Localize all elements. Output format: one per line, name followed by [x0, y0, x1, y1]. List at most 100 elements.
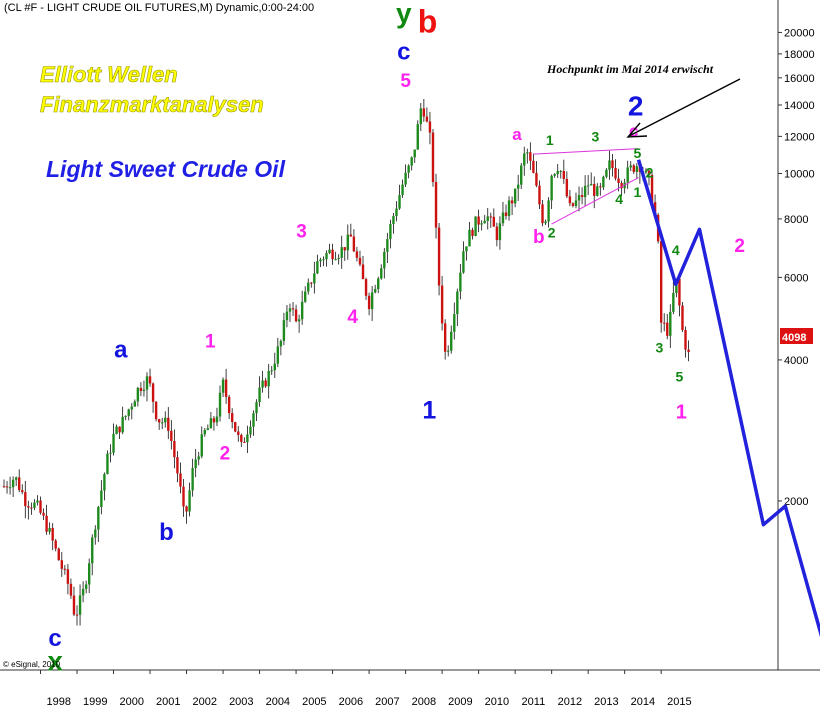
- candle-body: [446, 350, 450, 352]
- candle-body: [234, 422, 237, 432]
- candle-body: [57, 548, 60, 561]
- candle-body: [480, 223, 483, 225]
- candle-body: [541, 204, 544, 224]
- wave-label: 3: [655, 339, 663, 355]
- candle-body: [650, 175, 654, 203]
- candle-body: [459, 272, 462, 292]
- candle-body: [106, 453, 109, 475]
- copyright: © eSignal, 2010: [3, 660, 61, 669]
- candle-body: [437, 227, 441, 286]
- candle-body: [307, 282, 310, 292]
- candle-body: [596, 186, 599, 196]
- candle-body: [87, 563, 91, 585]
- candle-body: [255, 402, 258, 414]
- candle-body: [535, 172, 538, 186]
- candle-body: [434, 182, 438, 228]
- candle-body: [513, 188, 517, 204]
- candle-body: [319, 259, 322, 262]
- candle-body: [644, 170, 648, 173]
- candle-body: [218, 392, 222, 417]
- candle-body: [370, 292, 374, 310]
- y-axis-ticks: 20000 18000 16000 14000 12000 10000 8000 6000 40…: [778, 27, 815, 508]
- y-tick-label: 18000: [784, 49, 815, 61]
- x-axis-ticks: 1998 1999 2000 2001 2002 2003 2004 2005 2006 2007…: [40, 670, 692, 708]
- candle-body: [425, 116, 429, 122]
- candle-body: [678, 278, 681, 306]
- candle-body: [389, 224, 392, 240]
- candle-body: [526, 152, 529, 154]
- x-tick-label: 2004: [266, 696, 290, 708]
- candle-body: [586, 185, 590, 187]
- candle-body: [243, 441, 246, 443]
- candle-body: [529, 152, 532, 161]
- candle-body: [510, 200, 514, 204]
- candle-body: [501, 212, 505, 224]
- wave-label: 1: [422, 396, 436, 424]
- candle-body: [139, 387, 143, 392]
- candle-body: [516, 184, 520, 189]
- candle-body: [398, 195, 401, 209]
- candle-body: [556, 171, 559, 174]
- candle-body: [340, 247, 343, 258]
- x-tick-label: 2010: [485, 696, 509, 708]
- candle-body: [273, 363, 276, 371]
- candle-body: [66, 569, 70, 584]
- candle-body: [635, 166, 639, 172]
- candle-body: [69, 583, 73, 596]
- wave-label: 4: [615, 191, 623, 207]
- chart-header-title: (CL #F - LIGHT CRUDE OIL FUTURES,M) Dyna…: [4, 2, 314, 14]
- candle-body: [188, 490, 191, 512]
- last-price-badge: 4098: [780, 328, 813, 344]
- candle-body: [346, 234, 349, 251]
- annotation-text: Hochpunkt im Mai 2014 erwischt: [546, 62, 714, 76]
- candle-body: [520, 165, 523, 185]
- candle-body: [246, 434, 249, 443]
- candle-body: [416, 124, 419, 150]
- y-tick-label: 2000: [784, 496, 808, 508]
- candle-body: [39, 500, 42, 513]
- x-tick-label: 2012: [558, 696, 582, 708]
- candle-body: [687, 349, 690, 353]
- candle-body: [626, 167, 629, 183]
- candle-body: [109, 452, 112, 454]
- x-tick-label: 2008: [412, 696, 436, 708]
- candle-body: [276, 346, 280, 364]
- candle-body: [261, 380, 264, 388]
- candle-body: [392, 216, 395, 225]
- candle-body: [544, 221, 547, 224]
- candle-body: [483, 220, 486, 224]
- candle-body: [264, 380, 267, 387]
- candle-body: [629, 165, 632, 168]
- candle-body: [431, 132, 435, 183]
- candle-body: [297, 319, 301, 322]
- y-tick-label: 14000: [784, 100, 815, 112]
- wave-label: 4: [672, 242, 680, 258]
- x-tick-label: 2015: [667, 696, 691, 708]
- wave-label: c: [397, 39, 410, 66]
- candle-body: [294, 309, 298, 322]
- candle-body: [282, 320, 286, 341]
- wave-label: 3: [296, 222, 307, 243]
- wave-label: 5: [400, 71, 411, 92]
- candle-body: [666, 322, 669, 336]
- candle-body: [404, 172, 407, 185]
- candle-body: [663, 322, 666, 324]
- candle-body: [221, 379, 225, 393]
- wave-label: 1: [546, 132, 554, 148]
- candle-body: [224, 379, 228, 397]
- candle-body: [157, 419, 161, 423]
- candle-body: [21, 490, 24, 493]
- candle-body: [419, 108, 423, 125]
- candle-body: [602, 176, 605, 188]
- candle-body: [288, 308, 292, 312]
- candle-body: [164, 417, 167, 423]
- candle-body: [343, 247, 346, 251]
- candle-body: [63, 568, 67, 570]
- candle-body: [60, 560, 64, 569]
- candle-body: [465, 246, 468, 252]
- overlay-line-3: Light Sweet Crude Oil: [46, 156, 286, 182]
- candle-body: [27, 506, 30, 508]
- candle-body: [237, 431, 240, 435]
- y-tick-label: 20000: [784, 27, 815, 39]
- candle-body: [620, 183, 623, 189]
